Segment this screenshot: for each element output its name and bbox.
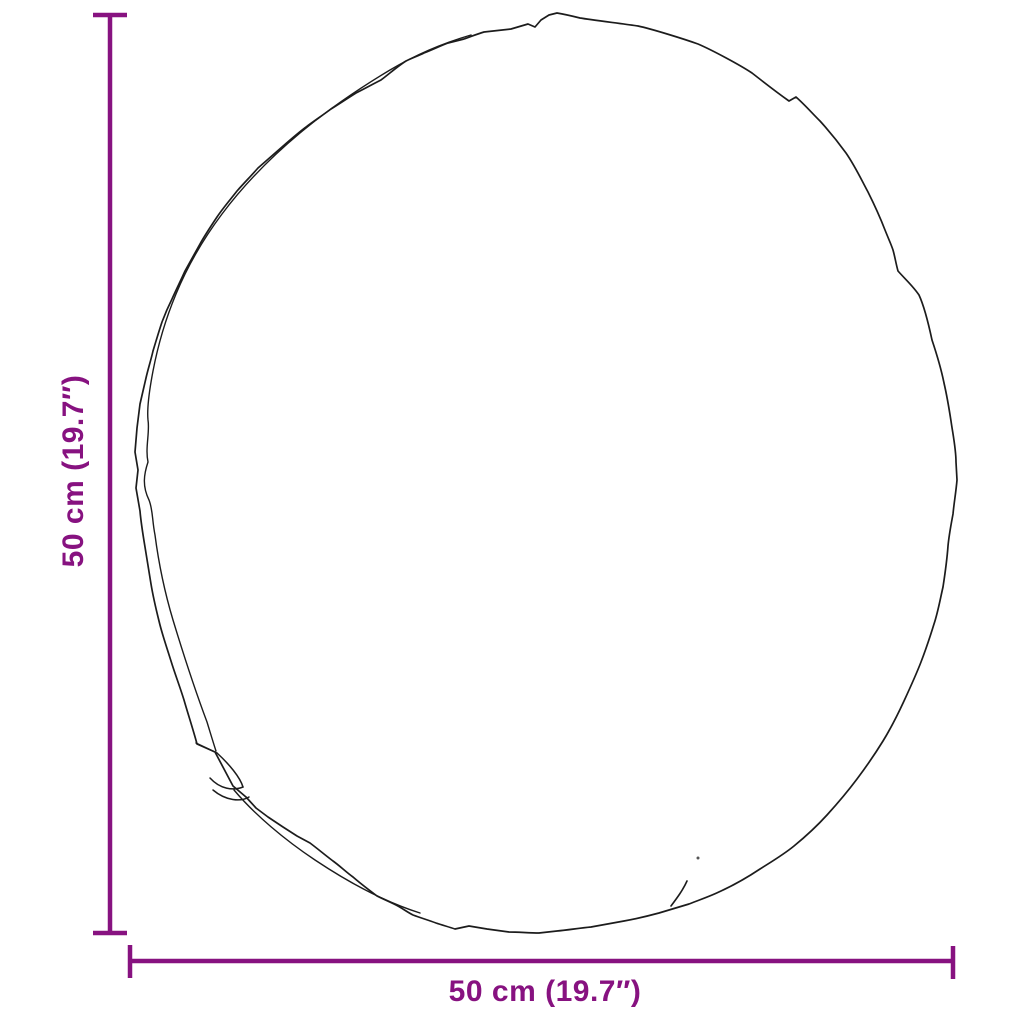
bottom-right-crease-line (670, 880, 688, 907)
fabric-speck-dot (696, 856, 700, 860)
fold-crease-upper (209, 777, 244, 790)
cushion-outline-path (134, 12, 958, 934)
product-outline-drawing (134, 12, 958, 934)
fold-cross-stroke (195, 742, 218, 754)
fold-crease-lower (212, 789, 250, 801)
height-dimension-label: 50 cm (19.7″) (57, 374, 90, 568)
bottom-left-seam-line (233, 789, 421, 914)
width-dimension-label: 50 cm (19.7″) (448, 975, 642, 1008)
fold-bulge-line (216, 752, 244, 788)
dimension-lines (93, 12, 956, 979)
cushion-inner-seam-line (143, 34, 472, 752)
